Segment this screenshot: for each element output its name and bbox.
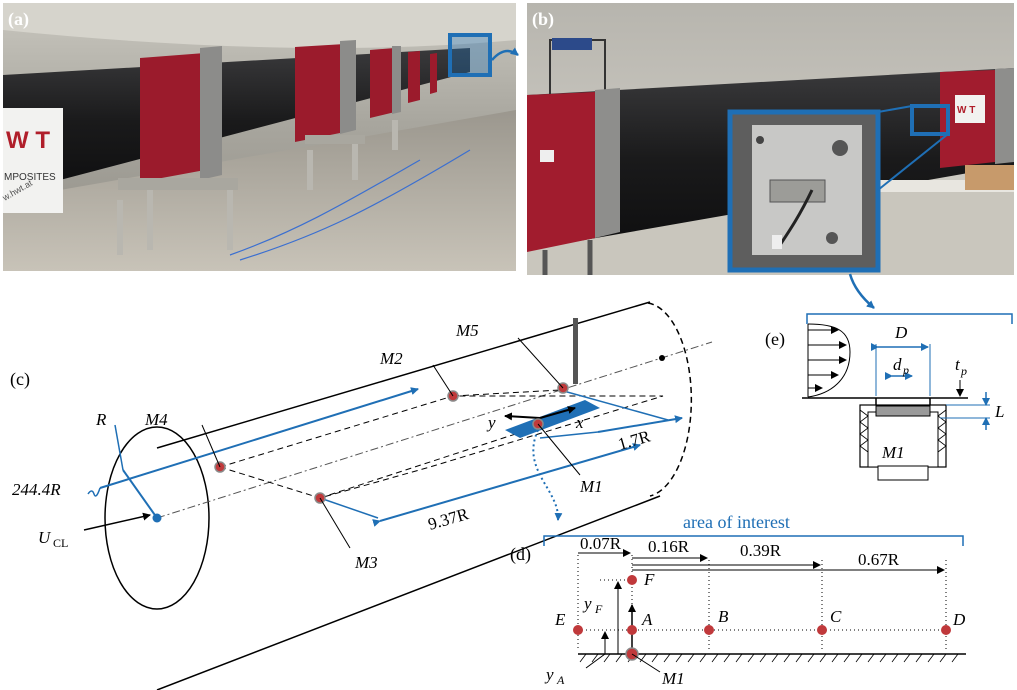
sign-letters-a: W T xyxy=(6,127,50,154)
photo-b: W T (b) xyxy=(527,3,1014,275)
point-f-dot xyxy=(627,575,637,585)
connector-arrow-ab xyxy=(491,47,519,61)
spacing-label-1: 0.16R xyxy=(648,537,690,556)
yF-label: y xyxy=(582,594,592,613)
sensor-m2-label: M2 xyxy=(379,349,403,368)
diameter-label: D xyxy=(894,323,908,342)
panel-label-b: (b) xyxy=(532,9,554,30)
sensor-m1-label: M1 xyxy=(579,477,603,496)
velocity-sub: CL xyxy=(53,536,68,550)
photo-a: W T MPOSITES w.hwt.at (a) xyxy=(0,3,516,271)
spacing-label-0: 0.07R xyxy=(580,534,622,553)
dist-long-label: 9.37R xyxy=(426,504,471,534)
panel-label-a: (a) xyxy=(8,9,29,30)
x-axis-label: x xyxy=(575,413,584,432)
thickness-label: t xyxy=(955,355,961,374)
y-axis-label: y xyxy=(486,413,496,432)
pinhole-d-sub: p xyxy=(902,363,909,377)
length-label: 244.4R xyxy=(12,480,61,499)
connector-arrow-be xyxy=(848,273,875,309)
yA-sub: A xyxy=(556,673,565,687)
thickness-sub: p xyxy=(960,364,967,378)
detail-sensor-label: M1 xyxy=(881,443,905,462)
highlight-box-a xyxy=(448,33,492,77)
radius-label: R xyxy=(95,410,107,429)
measurement-grid: (d) area of interest 0.07R 0.16R 0.39R 0… xyxy=(510,512,966,688)
point-d-dot xyxy=(941,625,951,635)
highlight-box-b xyxy=(910,104,950,136)
yF-sub: F xyxy=(594,602,603,616)
point-b-dot xyxy=(704,625,714,635)
point-f-label: F xyxy=(643,570,655,589)
pinhole-d-label: d xyxy=(893,355,902,374)
point-a-dot xyxy=(627,625,637,635)
point-c-label: C xyxy=(830,607,842,626)
yA-label: y xyxy=(544,665,554,684)
area-title: area of interest xyxy=(683,512,790,532)
point-a-label: A xyxy=(641,610,653,629)
velocity-label: U xyxy=(38,528,52,547)
sensor-m4-label: M4 xyxy=(144,410,168,429)
spacing-label-2: 0.39R xyxy=(740,541,782,560)
length-l-label: L xyxy=(994,402,1004,421)
point-b-label: B xyxy=(718,607,729,626)
sensor-m5-label: M5 xyxy=(455,321,479,340)
dist-short-label: 1.7R xyxy=(616,426,653,453)
sign-text-a: MPOSITES xyxy=(4,172,56,183)
pipe-schematic: (c) R 244.4R 9.37R 1.7R y xyxy=(10,301,713,690)
pipe-inlet-ellipse xyxy=(104,426,210,610)
sensor-m3-label: M3 xyxy=(354,553,378,572)
sensor-markers xyxy=(214,382,569,504)
wall-sensor-label: M1 xyxy=(661,669,685,688)
point-d-label: D xyxy=(952,610,966,629)
point-e-dot xyxy=(573,625,583,635)
point-e-label: E xyxy=(554,610,566,629)
panel-label-d: (d) xyxy=(510,544,531,565)
panel-label-e: (e) xyxy=(765,329,785,350)
point-c-dot xyxy=(817,625,827,635)
panel-label-c: (c) xyxy=(10,369,30,390)
sign-letters-b: W T xyxy=(957,105,975,116)
sensor-detail: (e) M1 D d p t p xyxy=(765,313,1013,481)
spacing-label-3: 0.67R xyxy=(858,550,900,569)
